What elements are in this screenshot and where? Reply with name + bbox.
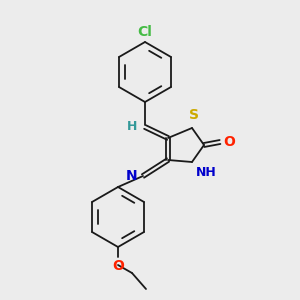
Text: Cl: Cl [138, 25, 152, 39]
Text: S: S [189, 108, 199, 122]
Text: O: O [112, 259, 124, 273]
Text: NH: NH [196, 166, 217, 179]
Text: O: O [223, 135, 235, 149]
Text: N: N [125, 169, 137, 183]
Text: H: H [127, 119, 137, 133]
